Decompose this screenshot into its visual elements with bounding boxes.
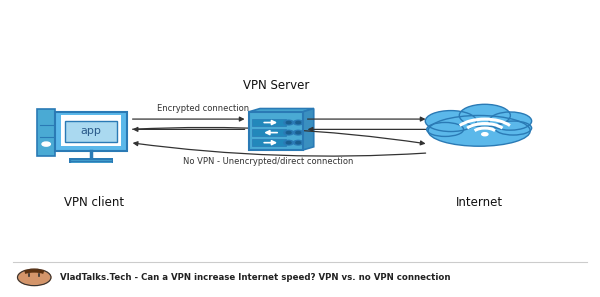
- Ellipse shape: [427, 122, 464, 136]
- Text: No VPN - Unencrypted/direct connection: No VPN - Unencrypted/direct connection: [184, 157, 354, 166]
- Circle shape: [284, 130, 293, 135]
- Circle shape: [42, 142, 50, 146]
- FancyBboxPatch shape: [55, 112, 127, 151]
- Text: Encrypted connection: Encrypted connection: [157, 104, 249, 113]
- Text: VladTalks.Tech - Can a VPN increase Internet speed? VPN vs. no VPN connection: VladTalks.Tech - Can a VPN increase Inte…: [60, 273, 451, 282]
- Polygon shape: [249, 108, 314, 112]
- FancyBboxPatch shape: [61, 115, 121, 146]
- Ellipse shape: [495, 121, 532, 135]
- Circle shape: [293, 140, 303, 145]
- FancyBboxPatch shape: [37, 109, 55, 156]
- FancyBboxPatch shape: [249, 112, 303, 150]
- FancyBboxPatch shape: [252, 139, 286, 146]
- Circle shape: [286, 141, 291, 144]
- Ellipse shape: [425, 110, 476, 132]
- Circle shape: [284, 140, 293, 145]
- Circle shape: [296, 132, 301, 134]
- Ellipse shape: [460, 104, 511, 127]
- Polygon shape: [303, 108, 314, 150]
- Ellipse shape: [428, 116, 530, 146]
- Circle shape: [293, 120, 303, 125]
- Text: VPN Server: VPN Server: [243, 79, 309, 92]
- FancyBboxPatch shape: [252, 129, 286, 136]
- Circle shape: [482, 133, 488, 136]
- Circle shape: [286, 121, 291, 124]
- Circle shape: [286, 132, 291, 134]
- Circle shape: [296, 141, 301, 144]
- Text: VPN client: VPN client: [64, 196, 124, 208]
- Text: app: app: [80, 126, 101, 136]
- Circle shape: [296, 121, 301, 124]
- Text: Internet: Internet: [455, 196, 503, 208]
- FancyBboxPatch shape: [252, 119, 286, 126]
- Ellipse shape: [489, 112, 532, 130]
- FancyBboxPatch shape: [65, 121, 117, 142]
- Circle shape: [284, 120, 293, 125]
- Circle shape: [293, 130, 303, 135]
- Circle shape: [17, 269, 51, 286]
- FancyBboxPatch shape: [68, 158, 113, 163]
